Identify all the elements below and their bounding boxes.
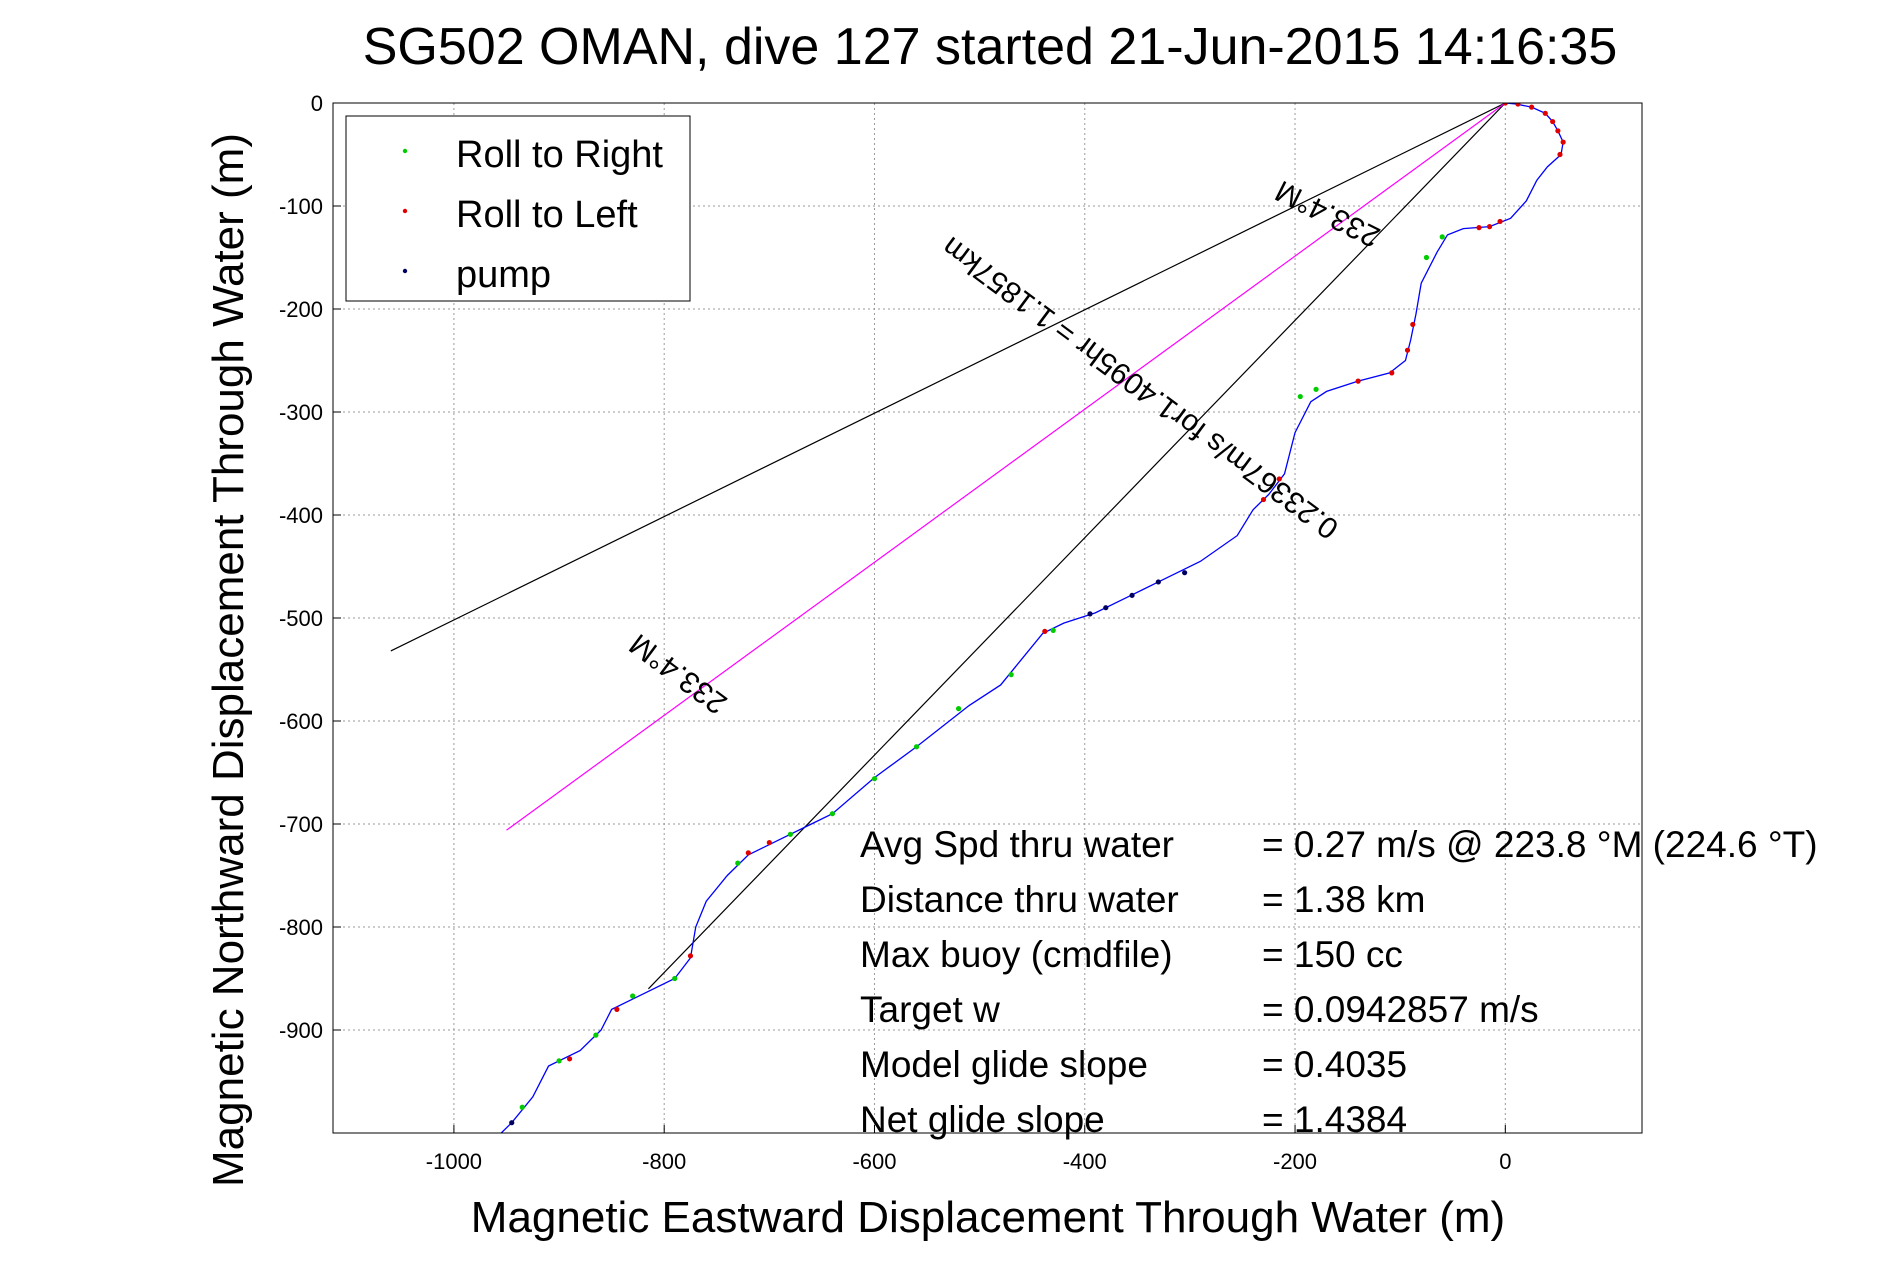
roll-right-marker bbox=[556, 1058, 562, 1064]
stat-label: Net glide slope bbox=[860, 1099, 1105, 1140]
legend: Roll to Right Roll to Left pump bbox=[345, 115, 691, 302]
x-tick-label: -600 bbox=[852, 1149, 896, 1174]
roll-right-marker bbox=[672, 975, 678, 982]
stats-block: Avg Spd thru water = 0.27 m/s @ 223.8 °M … bbox=[860, 824, 1818, 1140]
roll-left-marker bbox=[1497, 218, 1503, 225]
heading-label-lower: 233.4°M bbox=[624, 627, 734, 720]
roll-right-marker bbox=[735, 860, 741, 866]
stat-label: Model glide slope bbox=[860, 1044, 1148, 1085]
stat-label: Target w bbox=[860, 989, 1000, 1030]
pump-marker bbox=[1129, 592, 1135, 598]
y-tick-label: -900 bbox=[279, 1018, 323, 1043]
roll-left-marker bbox=[1276, 476, 1282, 482]
legend-marker bbox=[402, 148, 408, 154]
roll-left-marker bbox=[1404, 347, 1411, 353]
reference-line bbox=[390, 103, 1506, 652]
y-tick-label: -800 bbox=[279, 915, 323, 940]
x-tick-label: 0 bbox=[1499, 1149, 1511, 1174]
roll-right-marker bbox=[871, 776, 878, 782]
roll-left-marker bbox=[1557, 151, 1563, 158]
y-tick-label: 0 bbox=[311, 91, 323, 116]
roll-left-marker bbox=[745, 850, 751, 856]
stat-value: = 0.4035 bbox=[1262, 1044, 1407, 1085]
y-tick-label: -100 bbox=[279, 194, 323, 219]
x-ticks: -1000 -800 -600 -400 -200 0 bbox=[426, 1125, 1511, 1174]
y-tick-label: -700 bbox=[279, 812, 323, 837]
y-axis-label: Magnetic Northward Displacement Through … bbox=[204, 133, 253, 1187]
legend-marker bbox=[402, 208, 408, 214]
stat-value: = 0.27 m/s @ 223.8 °M (224.6 °T) bbox=[1262, 824, 1818, 865]
stat-label: Max buoy (cmdfile) bbox=[860, 934, 1173, 975]
roll-right-marker bbox=[1313, 386, 1319, 392]
roll-left-marker bbox=[1515, 103, 1521, 107]
stat-label: Distance thru water bbox=[860, 879, 1179, 920]
roll-left-marker bbox=[687, 953, 694, 959]
chart-title: SG502 OMAN, dive 127 started 21-Jun-2015… bbox=[363, 18, 1618, 76]
roll-right-marker bbox=[829, 811, 836, 817]
roll-left-marker bbox=[1260, 496, 1267, 503]
roll-right-marker bbox=[1008, 672, 1014, 678]
roll-left-marker bbox=[1389, 370, 1395, 376]
roll-right-marker bbox=[913, 744, 920, 750]
y-tick-label: -300 bbox=[279, 400, 323, 425]
roll-left-marker bbox=[1550, 118, 1556, 125]
roll-right-marker bbox=[1423, 254, 1430, 261]
roll-left-marker bbox=[1476, 225, 1482, 231]
stat-label: Avg Spd thru water bbox=[860, 824, 1174, 865]
track bbox=[500, 103, 1564, 1133]
y-tick-label: -200 bbox=[279, 297, 323, 322]
pump-marker bbox=[1087, 611, 1093, 617]
roll-right-marker bbox=[787, 831, 793, 837]
legend-label: Roll to Left bbox=[456, 194, 638, 236]
y-tick-label: -600 bbox=[279, 709, 323, 734]
pump-marker bbox=[1182, 570, 1188, 576]
x-tick-label: -1000 bbox=[426, 1149, 482, 1174]
heading-label-upper: 233.4°M bbox=[1270, 174, 1385, 254]
reference-lines bbox=[390, 103, 1506, 990]
roll-left-marker bbox=[1410, 321, 1416, 328]
roll-right-marker bbox=[955, 706, 962, 712]
roll-right-marker bbox=[630, 993, 636, 999]
legend-marker bbox=[402, 268, 408, 274]
roll-left-marker bbox=[1042, 628, 1048, 634]
line-annotations: 233.4°M 0.23367m/s for1.4095hr = 1.1857k… bbox=[624, 174, 1386, 721]
x-tick-label: -400 bbox=[1063, 1149, 1107, 1174]
stat-value: = 0.0942857 m/s bbox=[1262, 989, 1539, 1030]
roll-left-marker bbox=[1555, 128, 1561, 134]
stat-value: = 1.4384 bbox=[1262, 1099, 1407, 1140]
stat-value: = 1.38 km bbox=[1262, 879, 1426, 920]
reference-line bbox=[506, 103, 1506, 831]
pump-marker bbox=[1103, 605, 1109, 611]
pump-marker bbox=[509, 1120, 515, 1126]
stat-value: = 150 cc bbox=[1262, 934, 1403, 975]
reference-line bbox=[647, 103, 1506, 990]
roll-left-marker bbox=[566, 1056, 573, 1062]
legend-label: pump bbox=[456, 254, 551, 296]
pump-marker bbox=[1155, 579, 1161, 585]
roll-left-marker bbox=[1355, 378, 1361, 384]
roll-left-marker bbox=[1542, 110, 1548, 116]
roll-right-marker bbox=[1050, 627, 1056, 633]
roll-left-marker bbox=[766, 839, 772, 846]
legend-label: Roll to Right bbox=[456, 134, 663, 176]
roll-left-marker bbox=[1486, 224, 1493, 230]
roll-right-marker bbox=[519, 1104, 525, 1110]
x-tick-label: -800 bbox=[642, 1149, 686, 1174]
y-tick-label: -500 bbox=[279, 606, 323, 631]
markers bbox=[509, 103, 1566, 1126]
y-tick-label: -400 bbox=[279, 503, 323, 528]
x-axis-label: Magnetic Eastward Displacement Through W… bbox=[471, 1193, 1505, 1242]
roll-right-marker bbox=[1439, 234, 1445, 240]
roll-right-marker bbox=[1297, 393, 1303, 400]
speed-distance-label: 0.23367m/s for1.4095hr = 1.1857km bbox=[936, 230, 1345, 545]
roll-left-marker bbox=[1560, 139, 1566, 145]
roll-left-marker bbox=[1529, 104, 1535, 110]
track-line bbox=[500, 103, 1564, 1133]
x-tick-label: -200 bbox=[1273, 1149, 1317, 1174]
roll-right-marker bbox=[593, 1032, 599, 1038]
y-ticks: 0 -100 -200 -300 -400 -500 -600 -700 -800 -900 bbox=[279, 91, 341, 1043]
roll-left-marker bbox=[1502, 103, 1508, 106]
roll-left-marker bbox=[614, 1006, 620, 1013]
